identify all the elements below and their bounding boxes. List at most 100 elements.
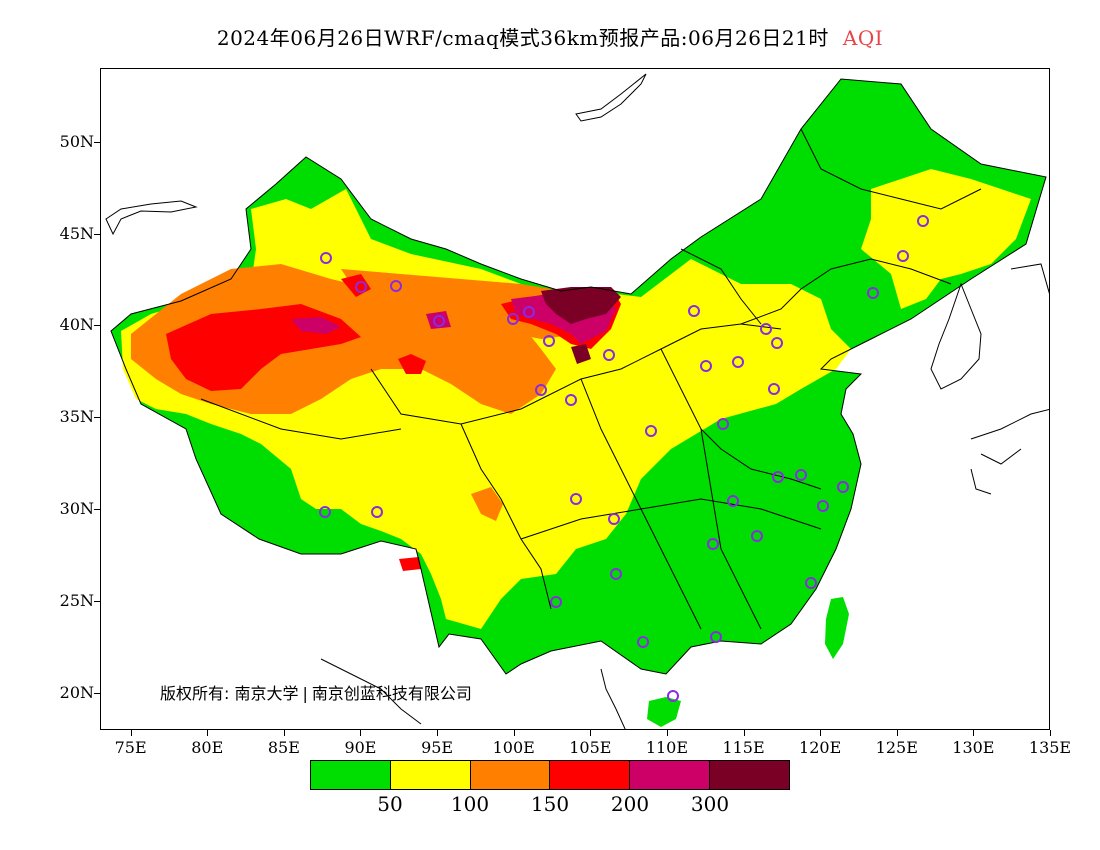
y-tick-label: 50N	[59, 131, 94, 151]
station-marker	[917, 215, 929, 227]
colorbar-tick-label: 200	[610, 792, 650, 816]
x-tick-label: 85E	[267, 738, 300, 757]
station-marker	[433, 315, 445, 327]
x-tick-mark	[743, 730, 745, 736]
zone-unhealthy-qaidam	[398, 354, 426, 374]
x-tick-mark	[590, 730, 592, 736]
zone-hazardous-1	[541, 287, 621, 324]
map-frame[interactable]	[100, 68, 1050, 730]
china-border	[110, 78, 1047, 675]
x-tick-mark	[283, 730, 285, 736]
station-marker	[355, 281, 367, 293]
station-marker	[710, 631, 722, 643]
chart-title: 2024年06月26日WRF/cmaq模式36km预报产品:06月26日21时 A…	[0, 22, 1100, 51]
korea-coast	[930, 282, 982, 390]
zone-very-unhealthy-2	[291, 317, 341, 334]
colorbar-tick-label: 300	[690, 792, 730, 816]
y-tick-mark	[94, 693, 100, 695]
station-marker	[570, 493, 582, 505]
station-marker	[507, 313, 519, 325]
province-line-9	[680, 248, 762, 325]
copyright-prefix: 版权所有:	[160, 684, 230, 703]
station-marker	[897, 250, 909, 262]
map-borders	[105, 73, 1049, 729]
province-line-5	[700, 428, 762, 630]
x-tick-label: 125E	[875, 738, 918, 757]
x-tick-mark	[896, 730, 898, 736]
x-tick-label: 130E	[952, 738, 995, 757]
x-tick-mark	[820, 730, 822, 736]
x-tick-mark	[207, 730, 209, 736]
copyright-org-2: 南京创蓝科技有限公司	[311, 684, 472, 703]
x-tick-label: 105E	[569, 738, 612, 757]
colorbar-segment	[311, 761, 390, 789]
province-line-2	[460, 423, 552, 610]
y-tick-label: 25N	[59, 591, 94, 611]
station-marker	[371, 506, 383, 518]
station-marker	[768, 383, 780, 395]
station-marker	[320, 252, 332, 264]
province-line-10	[200, 398, 402, 440]
x-tick-label: 120E	[799, 738, 842, 757]
variable-label: AQI	[842, 26, 884, 50]
aqi-map[interactable]	[101, 69, 1050, 730]
station-marker	[550, 596, 562, 608]
station-marker	[751, 530, 763, 542]
station-marker	[727, 495, 739, 507]
zone-hazardous-2	[571, 344, 591, 364]
province-line-1	[370, 323, 782, 425]
aqi-colorbar	[310, 760, 790, 790]
province-line-7	[740, 258, 952, 325]
station-marker	[390, 280, 402, 292]
station-marker	[603, 349, 615, 361]
copyright-org-1: 南京大学	[234, 684, 299, 703]
station-marker	[772, 471, 784, 483]
station-marker	[608, 513, 620, 525]
y-tick-label: 35N	[59, 407, 94, 427]
x-tick-mark	[666, 730, 668, 736]
sea-coast	[320, 658, 626, 729]
y-tick-mark	[94, 233, 100, 235]
y-tick-mark	[94, 325, 100, 327]
colorbar-segment	[389, 761, 470, 789]
station-marker	[837, 481, 849, 493]
station-marker	[732, 356, 744, 368]
y-tick-label: 20N	[59, 683, 94, 703]
zone-moderate-northeast	[861, 169, 1031, 309]
zone-very-unhealthy-3	[426, 311, 451, 329]
station-marker	[610, 568, 622, 580]
island-taiwan	[825, 597, 849, 659]
station-marker	[667, 690, 679, 702]
colorbar-segment	[629, 761, 710, 789]
station-marker	[319, 506, 331, 518]
x-tick-mark	[437, 730, 439, 736]
colorbar-tick-label: 50	[377, 792, 403, 816]
aqi-field	[111, 79, 1046, 727]
x-tick-label: 90E	[344, 738, 377, 757]
station-marker	[700, 360, 712, 372]
y-tick-label: 45N	[59, 223, 94, 243]
station-marker	[805, 577, 817, 589]
colorbar-tick-label: 150	[530, 792, 570, 816]
separator: |	[302, 684, 308, 703]
colorbar-segment	[549, 761, 630, 789]
japan-coast	[970, 263, 1049, 495]
title-text: 2024年06月26日WRF/cmaq模式36km预报产品:06月26日21时	[216, 26, 829, 50]
y-tick-mark	[94, 417, 100, 419]
x-tick-label: 110E	[645, 738, 689, 757]
zone-moderate-tibet	[366, 484, 431, 529]
station-markers	[319, 215, 929, 702]
x-tick-label: 80E	[191, 738, 224, 757]
station-marker	[795, 469, 807, 481]
y-tick-mark	[94, 601, 100, 603]
y-tick-label: 40N	[59, 315, 94, 335]
x-tick-label: 95E	[421, 738, 454, 757]
station-marker	[523, 306, 535, 318]
province-line-4	[660, 348, 822, 490]
x-tick-label: 75E	[114, 738, 147, 757]
station-marker	[717, 418, 729, 430]
station-marker	[707, 538, 719, 550]
x-tick-mark	[130, 730, 132, 736]
province-line-8	[800, 128, 982, 210]
y-tick-mark	[94, 509, 100, 511]
